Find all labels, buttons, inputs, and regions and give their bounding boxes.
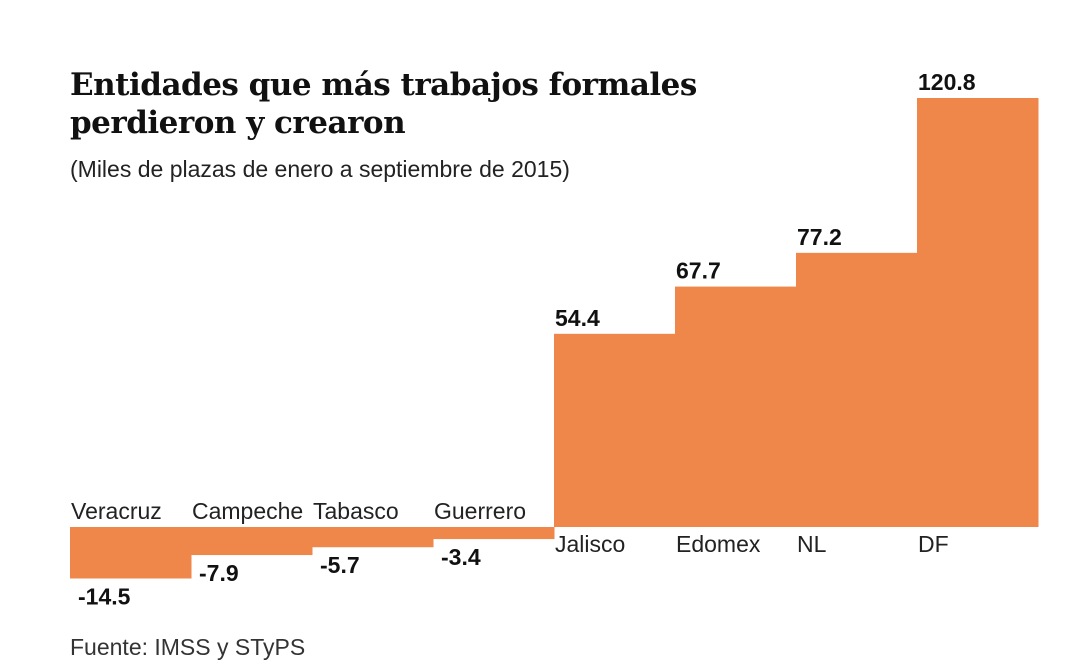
category-label: DF xyxy=(918,531,949,557)
bar-df xyxy=(917,98,1039,527)
value-label: -14.5 xyxy=(78,583,131,609)
chart-source: Fuente: IMSS y STyPS xyxy=(70,634,306,660)
category-label: Tabasco xyxy=(313,498,399,524)
bar-tabasco xyxy=(312,527,434,548)
value-label: -7.9 xyxy=(199,560,239,586)
bar-guerrero xyxy=(433,527,555,540)
bar-campeche xyxy=(191,527,313,556)
category-label: NL xyxy=(797,531,827,557)
value-label: -3.4 xyxy=(441,544,481,570)
bar-edomex xyxy=(675,286,797,527)
bar-veracruz xyxy=(70,527,192,579)
value-label: 54.4 xyxy=(555,305,600,331)
category-label: Veracruz xyxy=(71,498,162,524)
value-label: 120.8 xyxy=(918,69,976,95)
chart-subtitle: (Miles de plazas de enero a septiembre d… xyxy=(70,156,570,182)
chart-title: Entidades que más trabajos formales perd… xyxy=(70,67,697,141)
category-label: Jalisco xyxy=(555,531,625,557)
value-label: 67.7 xyxy=(676,258,721,284)
value-label: -5.7 xyxy=(320,552,360,578)
bar-nl xyxy=(796,252,918,527)
category-label: Guerrero xyxy=(434,498,526,524)
value-label: 77.2 xyxy=(797,224,842,250)
category-label: Campeche xyxy=(192,498,303,524)
bar-jalisco xyxy=(554,333,676,527)
category-label: Edomex xyxy=(676,531,761,557)
